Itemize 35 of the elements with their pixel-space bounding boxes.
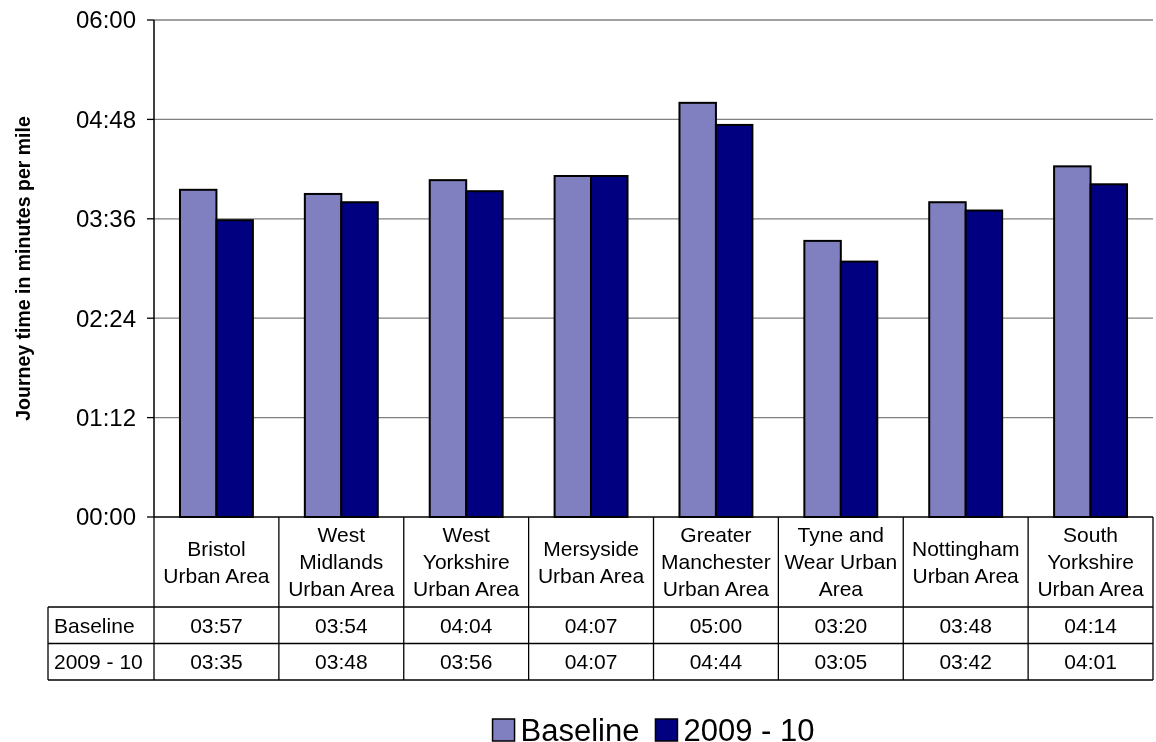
y-tick-label: 00:00 (75, 503, 136, 531)
x-tick-label: South Yorkshire Urban Area (1037, 523, 1144, 601)
legend-label: Baseline (520, 712, 640, 742)
y-axis-title: Journey time in minutes per mile (11, 116, 34, 421)
y-tick-label: 04:48 (75, 105, 136, 133)
data-label: 03:20 (814, 613, 868, 637)
y-tick-label: 02:24 (75, 304, 136, 332)
legend-label: 2009 - 10 (683, 712, 815, 742)
data-label: 03:56 (439, 650, 493, 674)
x-tick-label: West Yorkshire Urban Area (413, 523, 520, 601)
y-tick-label: 06:00 (75, 6, 136, 34)
text: Baseline (54, 613, 135, 637)
data-label: 04:14 (1064, 613, 1118, 637)
x-tick-label: Mersyside Urban Area (537, 536, 645, 587)
data-label: 04:44 (689, 650, 743, 674)
data-label: 03:05 (814, 650, 868, 674)
x-tick-label: Greater Manchester Urban Area (661, 523, 771, 601)
y-tick-label: 01:12 (75, 404, 136, 431)
data-label: 03:57 (190, 613, 243, 637)
y-tick-label: 03:36 (75, 205, 136, 233)
data-label: 03:48 (939, 613, 992, 637)
data-label: 03:42 (939, 650, 992, 674)
data-label: 03:54 (315, 613, 368, 637)
data-label: 05:00 (689, 613, 743, 637)
data-label: 04:01 (1064, 650, 1117, 674)
x-tick-label: Tyne and Wear Urban Area (784, 523, 898, 601)
x-tick-label: Bristol Urban Area (163, 536, 270, 587)
x-tick-label: Nottingham Urban Area (911, 536, 1020, 587)
data-label: 04:07 (564, 613, 618, 637)
text: 2009 - 10 (54, 650, 143, 674)
data-label: 03:35 (190, 650, 243, 674)
x-tick-label: West Midlands Urban Area (288, 523, 395, 601)
data-label: 04:04 (439, 613, 493, 637)
data-label: 04:07 (564, 650, 618, 674)
data-label: 03:48 (315, 650, 368, 674)
